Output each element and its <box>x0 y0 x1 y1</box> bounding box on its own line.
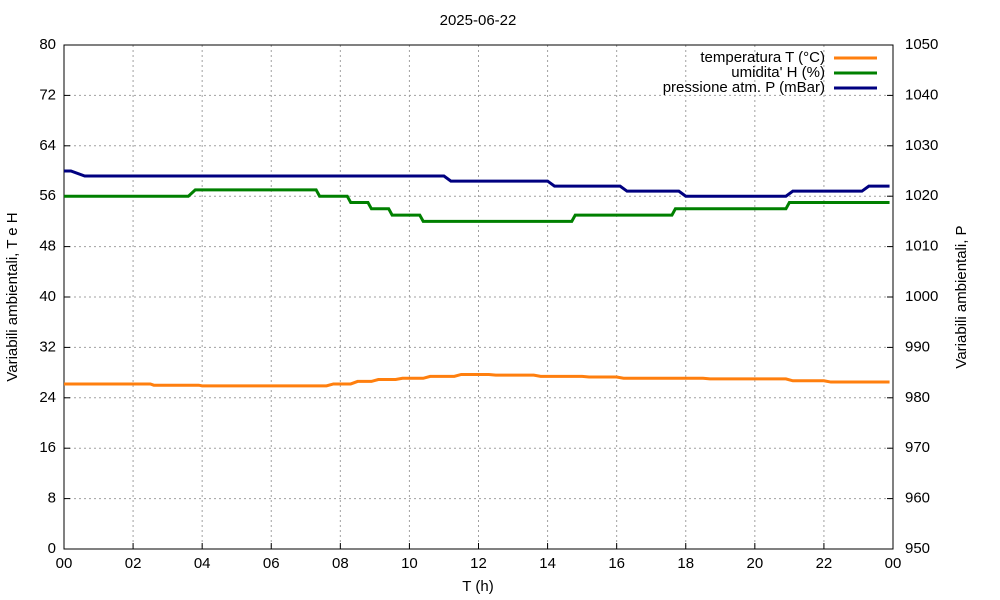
y2-tick-label: 1030 <box>905 137 938 154</box>
x-tick-label: 14 <box>539 555 556 572</box>
legend-label: pressione atm. P (mBar) <box>663 79 825 96</box>
legend-label: umidita' H (%) <box>731 64 825 81</box>
y-axis-label: Variabili ambientali, T e H <box>4 212 21 381</box>
y2-tick-label: 960 <box>905 490 930 507</box>
x-tick-label: 08 <box>332 555 349 572</box>
y-tick-label: 80 <box>39 36 56 53</box>
legend-label: temperatura T (°C) <box>700 49 825 66</box>
y-tick-label: 40 <box>39 288 56 305</box>
y2-tick-label: 1000 <box>905 288 938 305</box>
chart-title: 2025-06-22 <box>440 12 517 29</box>
y-tick-label: 32 <box>39 338 56 355</box>
y-tick-label: 72 <box>39 86 56 103</box>
x-tick-label: 18 <box>677 555 694 572</box>
x-tick-label: 12 <box>470 555 487 572</box>
x-tick-label: 06 <box>263 555 280 572</box>
y2-tick-label: 990 <box>905 338 930 355</box>
series-line <box>64 188 890 223</box>
x-tick-label: 22 <box>816 555 833 572</box>
x-tick-label: 16 <box>608 555 625 572</box>
y2-tick-label: 1020 <box>905 187 938 204</box>
y2-axis-label: Variabili ambientali, P <box>953 225 970 368</box>
y-tick-label: 48 <box>39 238 56 255</box>
x-tick-label: 00 <box>56 555 73 572</box>
y2-tick-label: 950 <box>905 540 930 557</box>
y2-tick-label: 970 <box>905 439 930 456</box>
series-line <box>64 169 890 198</box>
y2-tick-label: 1040 <box>905 86 938 103</box>
x-tick-label: 00 <box>885 555 902 572</box>
y2-tick-label: 1010 <box>905 238 938 255</box>
x-tick-label: 04 <box>194 555 211 572</box>
y-tick-label: 24 <box>39 389 56 406</box>
y-tick-label: 64 <box>39 137 56 154</box>
y2-tick-label: 980 <box>905 389 930 406</box>
x-tick-label: 02 <box>125 555 142 572</box>
y-tick-label: 8 <box>48 490 56 507</box>
y-tick-label: 0 <box>48 540 56 557</box>
plot-frame <box>63 44 894 550</box>
y-tick-label: 16 <box>39 439 56 456</box>
x-axis-label: T (h) <box>462 578 493 595</box>
x-tick-label: 20 <box>746 555 763 572</box>
series-line <box>64 372 890 388</box>
x-tick-label: 10 <box>401 555 418 572</box>
y2-tick-label: 1050 <box>905 36 938 53</box>
y-tick-label: 56 <box>39 187 56 204</box>
